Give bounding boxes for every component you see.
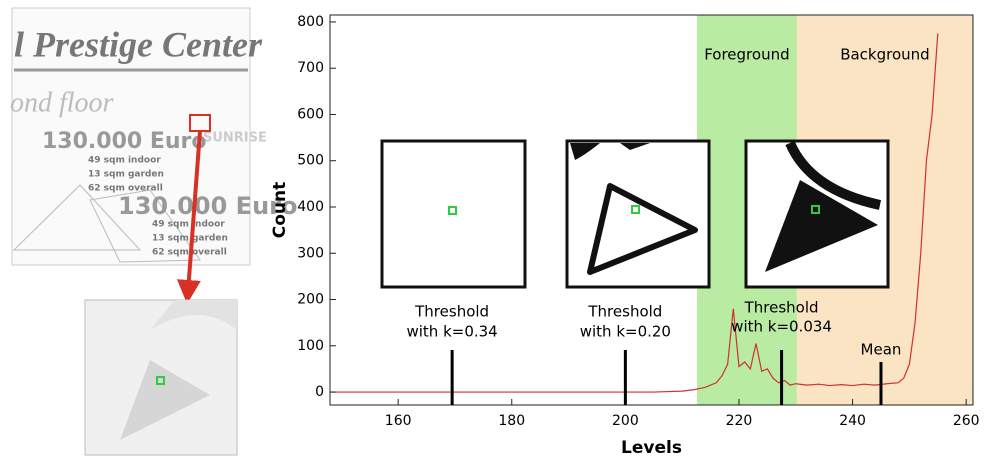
zoom-image (84, 299, 238, 456)
scan-line: 62 sqm overall (88, 184, 163, 194)
histogram-line (330, 33, 939, 393)
plot-content (330, 33, 939, 393)
region-label: Foreground (704, 46, 789, 64)
scan-floor: ond floor (10, 87, 114, 118)
inset (380, 139, 527, 289)
scan-line: 49 sqm indoor (152, 220, 225, 230)
plot-frame (329, 14, 974, 406)
scan-line: 13 sqm garden (152, 234, 228, 244)
zoom-arrow (176, 130, 202, 304)
y-tick-label: 800 (297, 14, 324, 30)
scan-frame (11, 7, 251, 266)
x-axis-label: Levels (621, 438, 682, 458)
x-tick-label: 180 (498, 413, 525, 429)
x-tick-label: 220 (726, 413, 753, 429)
scan-line: 49 sqm indoor (88, 156, 161, 166)
y-tick-label: 100 (297, 338, 324, 354)
x-tick-label: 160 (385, 413, 412, 429)
y-tick-label: 400 (297, 199, 324, 215)
annotation-label: Threshold (744, 299, 819, 317)
axes: 160 180 200 220 240 260 0 100 200 300 400 500 600 700… (270, 14, 980, 458)
annotation-label: with k=0.034 (731, 318, 832, 336)
x-tick-label: 240 (839, 413, 866, 429)
y-axis-label: Count (270, 182, 290, 239)
scan-price: 130.000 Euro (42, 129, 207, 154)
scan-heading: l Prestige Center (14, 24, 263, 64)
region-label: Background (840, 46, 930, 64)
y-tick-label: 0 (315, 384, 324, 400)
scan-drawing (12, 184, 201, 263)
x-tick-label: 200 (612, 413, 639, 429)
annotation-label: Mean (861, 341, 902, 359)
document-scan: l Prestige Center ond floor SUNRISE 130.… (10, 7, 297, 304)
zoom-triangle (120, 360, 210, 440)
annotations: Threshold with k=0.34 Threshold with k=0.20… (406, 299, 902, 405)
seed-pixel (156, 376, 165, 385)
x-tick-label: 260 (953, 413, 980, 429)
scan-line: 13 sqm garden (88, 170, 164, 180)
annotation-label: with k=0.34 (406, 323, 497, 341)
y-tick-label: 700 (297, 60, 324, 76)
y-tick-label: 300 (297, 245, 324, 261)
annotation-label: Threshold (587, 303, 662, 321)
y-tick-label: 200 (297, 292, 324, 308)
inset (744, 139, 890, 289)
y-tick-label: 500 (297, 153, 324, 169)
annotation-label: with k=0.20 (580, 323, 671, 341)
annotation-label: Threshold (414, 303, 489, 321)
inset (565, 139, 711, 289)
y-tick-label: 600 (297, 106, 324, 122)
scan-brand: SUNRISE (203, 131, 267, 146)
zoom-blob (150, 300, 237, 330)
scan-price: 130.000 Euro (118, 192, 297, 220)
